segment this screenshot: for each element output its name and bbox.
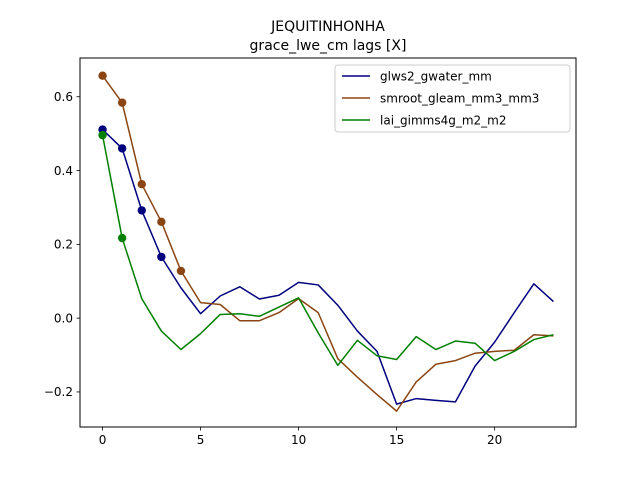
legend-label-lai_gimms4g_m2_m2: lai_gimms4g_m2_m2 [380, 113, 507, 127]
chart-title: JEQUITINHONHA [270, 19, 385, 35]
legend-label-glws2_gwater_mm: glws2_gwater_mm [380, 69, 492, 83]
axes-frame [79, 57, 577, 428]
legend-box [334, 64, 571, 133]
x-tick-label: 20 [487, 433, 502, 447]
series-marker-smroot_gleam_mm3_mm3 [176, 266, 186, 276]
y-tick-label: 0.4 [54, 164, 73, 178]
series-marker-lai_gimms4g_m2_m2 [98, 130, 107, 140]
x-tick-label: 10 [291, 433, 306, 447]
y-tick-label: −0.2 [44, 385, 73, 399]
series-marker-glws2_gwater_mm [157, 252, 166, 262]
legend: glws2_gwater_mm smroot_gleam_mm3_mm3 lai_g… [334, 64, 571, 133]
series-marker-glws2_gwater_mm [137, 206, 146, 215]
x-tick-label: 0 [99, 433, 107, 447]
series-marker-lai_gimms4g_m2_m2 [117, 233, 127, 243]
series-line-lai_gimms4g_m2_m2 [101, 134, 554, 367]
series-marker-smroot_gleam_mm3_mm3 [157, 217, 166, 227]
x-tick-label: 5 [197, 433, 205, 447]
series-line-smroot_gleam_mm3_mm3 [101, 75, 554, 412]
y-tick-label: 0.2 [54, 238, 73, 252]
series-marker-smroot_gleam_mm3_mm3 [98, 71, 107, 80]
y-tick-label: 0.0 [54, 311, 73, 325]
series-marker-glws2_gwater_mm [117, 144, 127, 153]
legend-label-smroot_gleam_mm3_mm3: smroot_gleam_mm3_mm3 [380, 91, 539, 105]
series-marker-smroot_gleam_mm3_mm3 [137, 180, 146, 189]
series-line-glws2_gwater_mm [102, 129, 554, 405]
series-marker-smroot_gleam_mm3_mm3 [117, 98, 127, 107]
y-tick-label: 0.6 [54, 90, 73, 104]
chart-subtitle: grace_lwe_cm lags [X] [250, 38, 407, 54]
x-tick-label: 15 [389, 433, 404, 447]
